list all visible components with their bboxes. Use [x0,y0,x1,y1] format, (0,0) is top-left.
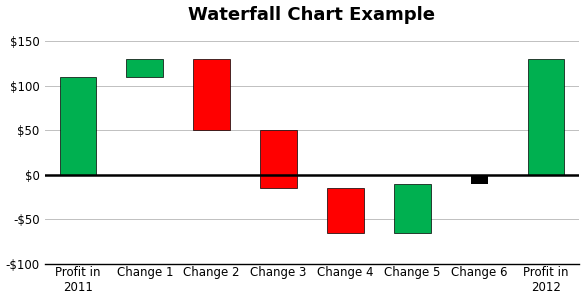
Bar [260,130,297,188]
Bar [126,59,163,77]
Bar [193,59,230,130]
Bar [60,77,97,175]
Title: Waterfall Chart Example: Waterfall Chart Example [188,6,435,24]
Bar [394,184,431,232]
Bar [327,188,364,232]
Bar [471,175,487,184]
Bar [528,59,565,175]
